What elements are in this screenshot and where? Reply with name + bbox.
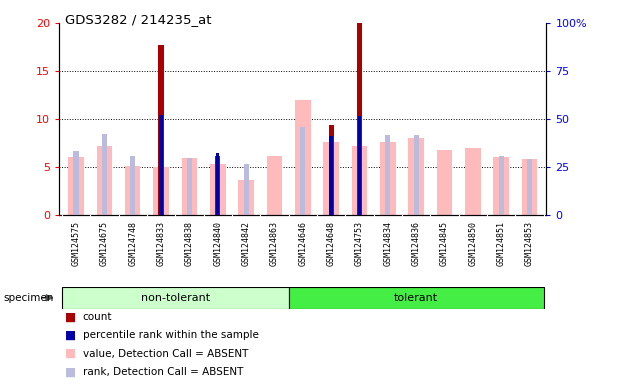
Text: GSM124753: GSM124753 [355, 221, 364, 266]
Bar [300, 127, 306, 215]
Bar [329, 136, 333, 215]
Bar [187, 158, 192, 215]
Text: percentile rank within the sample: percentile rank within the sample [83, 330, 258, 340]
Bar [329, 125, 333, 215]
Bar [73, 151, 78, 215]
Text: rank, Detection Call = ABSENT: rank, Detection Call = ABSENT [83, 367, 243, 377]
Text: ■: ■ [65, 366, 76, 379]
Bar [130, 156, 135, 215]
Bar [324, 142, 339, 215]
Bar [238, 180, 254, 215]
Bar [181, 158, 197, 215]
Text: GDS3282 / 214235_at: GDS3282 / 214235_at [65, 13, 212, 26]
Text: value, Detection Call = ABSENT: value, Detection Call = ABSENT [83, 349, 248, 359]
Bar [266, 156, 282, 215]
Text: count: count [83, 312, 112, 322]
Bar [409, 138, 424, 215]
Text: GSM124575: GSM124575 [71, 221, 81, 266]
Bar [493, 157, 509, 215]
Text: non-tolerant: non-tolerant [140, 293, 210, 303]
Bar [62, 287, 289, 309]
Bar [215, 156, 220, 215]
Text: GSM124840: GSM124840 [213, 221, 222, 266]
Bar [96, 146, 112, 215]
Bar [499, 157, 504, 215]
Bar [522, 159, 537, 215]
Bar [158, 45, 163, 215]
Text: GSM124748: GSM124748 [128, 221, 137, 266]
Bar [385, 136, 391, 215]
Text: GSM124851: GSM124851 [497, 221, 505, 266]
Bar [358, 116, 361, 215]
Bar [357, 23, 362, 215]
Bar [216, 152, 219, 215]
Bar [465, 148, 481, 215]
Text: tolerant: tolerant [394, 293, 438, 303]
Bar [351, 146, 367, 215]
Bar [414, 136, 419, 215]
Text: ■: ■ [65, 347, 76, 360]
Bar [380, 142, 396, 215]
Text: GSM124836: GSM124836 [412, 221, 420, 266]
Text: specimen: specimen [3, 293, 53, 303]
Bar [437, 150, 452, 215]
Bar [153, 167, 169, 215]
Text: GSM124842: GSM124842 [242, 221, 250, 266]
Text: GSM124845: GSM124845 [440, 221, 449, 266]
Text: GSM124675: GSM124675 [100, 221, 109, 266]
Text: GSM124850: GSM124850 [468, 221, 478, 266]
Text: GSM124648: GSM124648 [327, 221, 335, 266]
Text: GSM124834: GSM124834 [383, 221, 392, 266]
Text: ■: ■ [65, 329, 76, 342]
Text: GSM124853: GSM124853 [525, 221, 534, 266]
Bar [243, 164, 248, 215]
Text: GSM124833: GSM124833 [156, 221, 166, 266]
Bar [102, 134, 107, 215]
Bar [289, 287, 543, 309]
Bar [210, 164, 225, 215]
Text: GSM124646: GSM124646 [298, 221, 307, 266]
Bar [68, 157, 84, 215]
Bar [527, 159, 532, 215]
Text: GSM124838: GSM124838 [185, 221, 194, 266]
Text: GSM124863: GSM124863 [270, 221, 279, 266]
Bar [160, 115, 163, 215]
Text: ■: ■ [65, 310, 76, 323]
Bar [125, 166, 140, 215]
Bar [295, 100, 310, 215]
